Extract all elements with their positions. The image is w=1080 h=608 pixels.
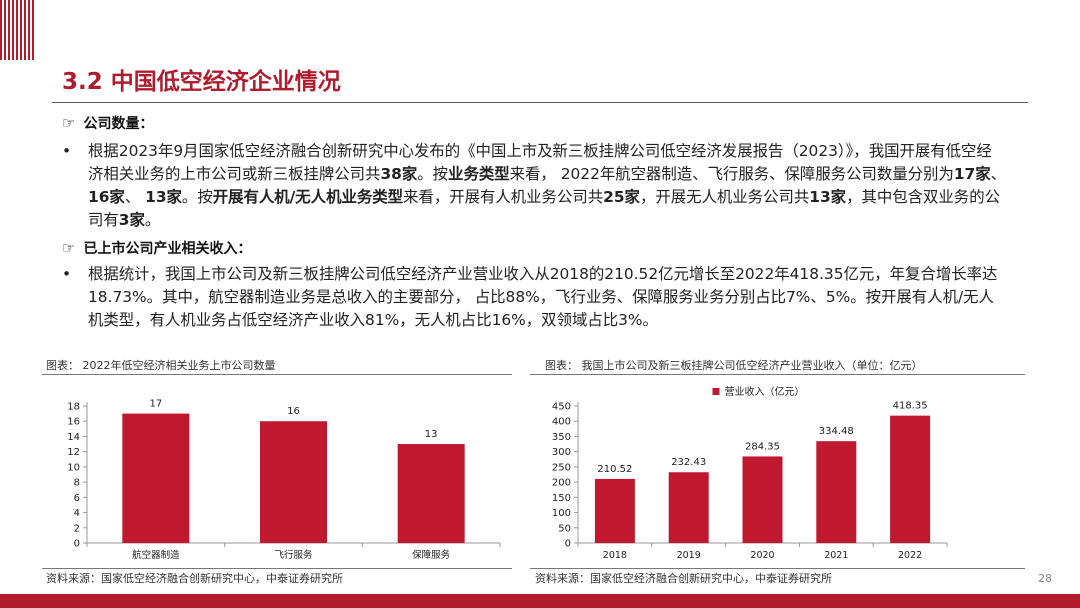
chart2-source: 资料来源：国家低空经济融合创新研究中心，中泰证券研究所 — [535, 572, 832, 585]
y-tick-label: 2 — [74, 523, 80, 534]
data-label: 16 — [287, 406, 300, 417]
section-heading-company-count: ☞ 公司数量： — [62, 113, 153, 133]
data-label: 334.48 — [819, 426, 854, 437]
page-number: 28 — [1038, 572, 1052, 585]
section-heading-revenue: ☞ 已上市公司产业相关收入： — [62, 238, 251, 258]
y-tick-label: 450 — [552, 402, 571, 413]
bar — [397, 444, 465, 543]
y-tick-label: 150 — [552, 493, 571, 504]
x-tick-label: 2018 — [603, 550, 627, 561]
legend-swatch — [712, 388, 720, 395]
data-label: 232.43 — [671, 457, 706, 468]
y-tick-label: 16 — [67, 417, 80, 428]
y-tick-label: 400 — [552, 417, 571, 428]
x-tick-label: 2019 — [677, 550, 701, 561]
paragraph-text: 根据统计，我国上市公司及新三板挂牌公司低空经济产业营业收入从2018的210.5… — [88, 263, 1007, 332]
pointing-hand-icon: ☞ — [62, 114, 76, 132]
x-tick-label: 2022 — [898, 550, 922, 561]
x-tick-label: 航空器制造 — [132, 549, 180, 561]
pointing-hand-icon: ☞ — [62, 239, 76, 257]
paragraph-text: 根据2023年9月国家低空经济融合创新研究中心发布的《中国上市及新三板挂牌公司低… — [88, 140, 1007, 232]
paragraph-segment: 。 — [144, 211, 161, 229]
y-tick-label: 8 — [74, 478, 80, 489]
footer-bar — [0, 594, 1080, 608]
page-title: 3.2 中国低空经济企业情况 — [62, 69, 341, 95]
paragraph-segment: ，其中包含双业务的公司有 — [88, 188, 1000, 229]
paragraph-segment: 38家 — [380, 165, 418, 183]
y-tick-label: 50 — [558, 523, 571, 534]
x-tick-label: 2020 — [750, 550, 774, 561]
section-heading-label: 公司数量： — [83, 116, 154, 132]
paragraph-segment: ，开展无人机业务公司共 — [639, 188, 810, 206]
paragraph-segment: 。按 — [417, 165, 449, 183]
chart1-caption-rule — [42, 374, 512, 375]
y-tick-label: 250 — [552, 462, 571, 473]
chart2-source-rule — [530, 568, 1025, 569]
paragraph-segment: 根据2023年9月国家低空经济融合创新研究中心发布的《中国上市及新三板挂牌公司低… — [88, 142, 992, 183]
chart1-source-rule — [42, 568, 512, 569]
y-tick-label: 6 — [74, 493, 80, 504]
corner-stripes-decoration — [0, 0, 34, 60]
y-tick-label: 300 — [552, 447, 571, 458]
paragraph-segment: 根据统计，我国上市公司及新三板挂牌公司低空经济产业营业收入从2018的210.5… — [88, 265, 998, 329]
title-divider — [52, 102, 1028, 103]
paragraph-segment: 、 — [990, 165, 1007, 183]
paragraph-segment: 17家 — [953, 165, 991, 183]
paragraph-company-count: • 根据2023年9月国家低空经济融合创新研究中心发布的《中国上市及新三板挂牌公… — [62, 140, 1007, 232]
paragraph-segment: 3家 — [118, 211, 145, 229]
paragraph-segment: 业务类型 — [448, 165, 510, 183]
paragraph-segment: 16家 — [88, 188, 125, 206]
bar — [668, 472, 709, 543]
data-label: 210.52 — [597, 464, 632, 475]
data-label: 13 — [425, 429, 438, 440]
data-label: 17 — [149, 399, 162, 410]
y-tick-label: 100 — [552, 508, 571, 519]
bar — [742, 456, 783, 543]
data-label: 284.35 — [745, 441, 780, 452]
y-tick-label: 10 — [67, 462, 80, 473]
bar — [816, 441, 857, 543]
paragraph-segment: 来看，开展有人机业务公司共 — [403, 188, 604, 206]
bar — [594, 478, 635, 543]
company-count-bar-chart: 0 2 4 6 8 10 12 14 16 18 17 航空器制造 16 飞行服务 13 保障服务 — [67, 399, 501, 561]
section-heading-label: 已上市公司产业相关收入： — [83, 241, 252, 257]
bullet: • — [62, 265, 72, 283]
bar — [122, 413, 190, 543]
y-tick-label: 4 — [74, 508, 80, 519]
y-tick-label: 18 — [67, 402, 80, 413]
y-tick-label: 0 — [74, 539, 80, 550]
y-tick-label: 12 — [67, 447, 80, 458]
paragraph-segment: 开展有人机/无人机业务类型 — [212, 188, 404, 206]
chart2-caption: 图表： 我国上市公司及新三板挂牌公司低空经济产业营业收入（单位：亿元） — [545, 359, 923, 372]
y-tick-label: 0 — [565, 539, 571, 550]
y-tick-label: 200 — [552, 478, 571, 489]
x-tick-label: 保障服务 — [412, 549, 451, 561]
paragraph-segment: 13家 — [145, 188, 182, 206]
paragraph-segment: 。按 — [181, 188, 213, 206]
y-tick-label: 350 — [552, 432, 571, 443]
bar — [890, 415, 931, 543]
paragraph-revenue: • 根据统计，我国上市公司及新三板挂牌公司低空经济产业营业收入从2018的210… — [62, 263, 1007, 332]
chart1-caption: 图表： 2022年低空经济相关业务上市公司数量 — [46, 359, 276, 372]
paragraph-segment: 13家 — [809, 188, 847, 206]
paragraph-segment: 、 — [124, 188, 146, 206]
paragraph-segment: 25家 — [603, 188, 640, 206]
chart2-caption-rule — [530, 374, 1025, 375]
bullet: • — [62, 142, 72, 160]
chart1-source: 资料来源：国家低空经济融合创新研究中心，中泰证券研究所 — [46, 572, 343, 585]
paragraph-segment: 来看， 2022年航空器制造、飞行服务、保障服务公司数量分别为 — [509, 165, 954, 183]
y-tick-label: 14 — [67, 432, 80, 443]
bar — [260, 421, 327, 543]
legend-label: 营业收入（亿元） — [725, 385, 805, 398]
x-tick-label: 2021 — [824, 550, 848, 561]
revenue-bar-chart: 0 50 100 150 200 250 300 350 400 450 210.52 2018 232… — [552, 385, 948, 561]
data-label: 418.35 — [893, 401, 928, 412]
x-tick-label: 飞行服务 — [274, 549, 313, 561]
